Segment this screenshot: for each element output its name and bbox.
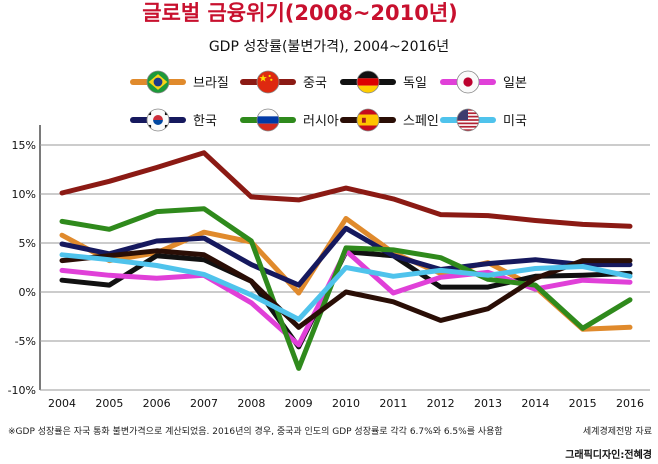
legend-label: 러시아 <box>303 114 339 129</box>
y-tick-label: 10% <box>12 188 36 201</box>
x-tick-label: 2011 <box>379 397 407 410</box>
series-line-6 <box>59 248 633 330</box>
legend-item-0: 브라질 <box>130 70 229 94</box>
legend-item-6: 스페인 <box>340 108 439 132</box>
chart-subtitle: GDP 성장률(불변가격), 2004~2016년 <box>209 39 449 55</box>
japan-flag-icon <box>456 70 480 94</box>
legend-label: 한국 <box>193 114 217 129</box>
legend-label: 독일 <box>403 76 427 91</box>
legend-item-3: 일본 <box>440 70 527 94</box>
x-tick-label: 2012 <box>427 397 455 410</box>
legend-label: 중국 <box>303 76 327 91</box>
y-tick-label: -10% <box>8 384 36 397</box>
germany-flag-icon <box>356 70 380 94</box>
legend-item-1: ★ 중국 <box>240 70 327 94</box>
x-tick-label: 2009 <box>285 397 313 410</box>
y-tick-label: 0% <box>19 286 36 299</box>
legend-label: 스페인 <box>403 114 439 129</box>
y-tick-label: 15% <box>12 139 36 152</box>
series-line-1 <box>59 150 633 229</box>
legend-label: 미국 <box>503 114 527 129</box>
x-tick-label: 2004 <box>48 397 76 410</box>
x-tick-label: 2006 <box>143 397 171 410</box>
russia-flag-icon <box>256 108 280 132</box>
source-label: 세계경제전망 자료 <box>583 425 652 437</box>
korea-flag-icon <box>146 108 170 132</box>
svg-text:★: ★ <box>259 73 268 84</box>
y-tick-label: 5% <box>19 237 36 250</box>
x-tick-label: 2007 <box>190 397 218 410</box>
legend-item-5: 러시아 <box>240 108 339 132</box>
x-tick-label: 2010 <box>332 397 360 410</box>
spain-flag-icon <box>356 108 380 132</box>
x-tick-label: 2016 <box>616 397 644 410</box>
chart-title: 글로벌 금융위기(2008~2010년) <box>142 1 458 25</box>
x-tick-label: 2014 <box>521 397 549 410</box>
grid <box>39 125 650 391</box>
legend-item-4: 한국 <box>130 108 217 132</box>
legend-item-2: 독일 <box>340 70 427 94</box>
x-axis-ticks: 2004 2005 2006 2007 2008 2009 2010 2011 2012 2013… <box>48 397 644 410</box>
brazil-flag-icon <box>146 70 170 94</box>
series-line-4 <box>59 225 633 288</box>
footnote: ※GDP 성장률은 자국 통화 불변가격으로 계산되었음. 2016년의 경우,… <box>8 425 503 437</box>
y-axis-ticks: 15% 10% 5% 0% -5% -10% <box>8 139 36 397</box>
y-tick-label: -5% <box>15 335 36 348</box>
x-tick-label: 2015 <box>569 397 597 410</box>
china-flag-icon: ★ <box>256 70 280 94</box>
legend-item-7: 미국 <box>440 108 527 132</box>
x-tick-label: 2005 <box>95 397 123 410</box>
series-line-5 <box>59 206 633 371</box>
series-line-7 <box>59 252 633 322</box>
credit-label: 그래픽디자인:전혜경 <box>565 448 652 461</box>
series-lines <box>59 150 633 371</box>
x-tick-label: 2008 <box>237 397 265 410</box>
usa-flag-icon <box>456 108 480 132</box>
legend-label: 일본 <box>503 76 527 91</box>
legend-label: 브라질 <box>193 76 229 91</box>
x-tick-label: 2013 <box>474 397 502 410</box>
